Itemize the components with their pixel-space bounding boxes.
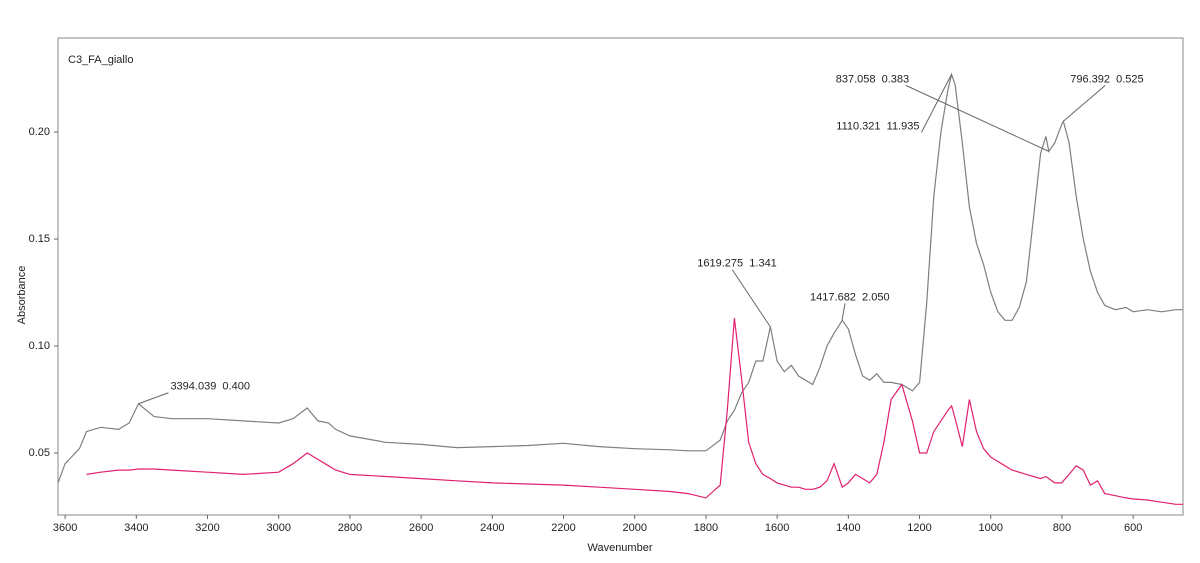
peak-label: 1110.321 11.935 (836, 120, 919, 132)
x-axis-label: Wavenumber (587, 542, 652, 554)
spectrum-line (86, 318, 1183, 505)
peak-leader (841, 303, 846, 321)
peak-leader (921, 74, 952, 133)
x-tick-label: 1200 (907, 522, 931, 534)
y-axis-label: Absorbance (16, 266, 28, 325)
x-tick-label: 1000 (979, 522, 1003, 534)
x-tick-label: 3400 (124, 522, 148, 534)
peak-leader (731, 269, 771, 328)
peak-label: 1619.275 1.341 (697, 258, 777, 270)
chart-title: C3_FA_giallo (68, 54, 133, 66)
peak-leader (905, 84, 1049, 152)
x-tick-label: 1800 (694, 522, 718, 534)
x-tick-label: 2200 (551, 522, 575, 534)
y-tick-label: 0.20 (29, 126, 50, 138)
peak-label: 796.392 0.525 (1070, 73, 1143, 85)
x-tick-label: 2000 (622, 522, 646, 534)
y-tick-label: 0.05 (29, 447, 50, 459)
x-tick-label: 2800 (338, 522, 362, 534)
peak-label: 1417.682 2.050 (810, 291, 890, 303)
x-tick-label: 600 (1124, 522, 1142, 534)
peak-leader (138, 392, 169, 405)
x-tick-label: 3000 (266, 522, 290, 534)
x-tick-label: 800 (1053, 522, 1071, 534)
x-tick-label: 2400 (480, 522, 504, 534)
spectrum-line (57, 72, 1183, 484)
peak-leader (1062, 85, 1106, 122)
x-tick-label: 3600 (53, 522, 77, 534)
x-tick-label: 1600 (765, 522, 789, 534)
x-tick-label: 1400 (836, 522, 860, 534)
y-tick-label: 0.15 (29, 233, 50, 245)
x-tick-label: 3200 (195, 522, 219, 534)
peak-label: 3394.039 0.400 (170, 381, 250, 393)
plot-frame (57, 37, 1184, 516)
x-tick-label: 2600 (409, 522, 433, 534)
peak-label: 837.058 0.383 (836, 73, 909, 85)
y-tick-label: 0.10 (29, 340, 50, 352)
